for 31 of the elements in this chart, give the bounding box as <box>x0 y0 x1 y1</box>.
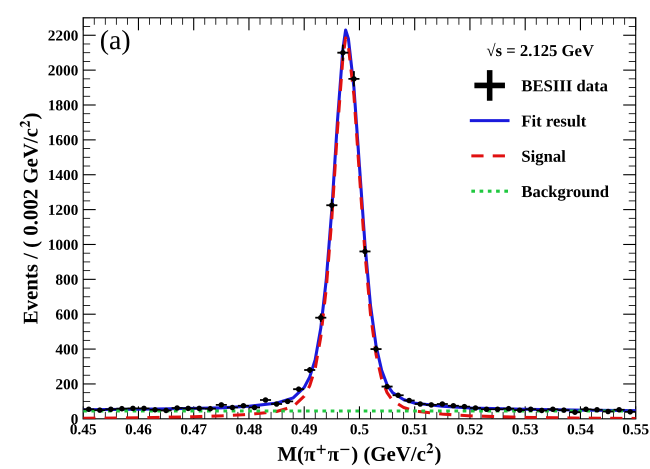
x-tick-label: 0.45 <box>70 424 96 434</box>
y-tick-label: 1000 <box>49 240 78 250</box>
x-tick-label: 0.52 <box>457 424 483 434</box>
y-tick-label: 0 <box>71 414 78 424</box>
legend-label: BESIII data <box>522 80 608 92</box>
x-tick-label: 0.49 <box>291 424 318 434</box>
y-tick-label: 800 <box>56 274 78 285</box>
y-tick-label: 1200 <box>49 204 78 216</box>
x-tick-label: 0.47 <box>180 424 207 434</box>
x-tick-label: 0.46 <box>126 424 152 434</box>
legend-label: Background <box>522 185 609 201</box>
y-tick-label: 1800 <box>49 100 78 110</box>
y-tick-label: 200 <box>56 379 78 390</box>
y-axis-title: Events / ( 0.002 GeV/c$^{2}$) <box>20 113 42 324</box>
y-tick-label: 600 <box>56 309 78 320</box>
y-tick-label: 400 <box>56 344 78 355</box>
x-axis-title: M(π$^{+}$π$^{−}$) (GeV/c$^{2}$) <box>278 443 440 466</box>
x-tick-label: 0.5 <box>350 424 368 434</box>
x-tick-label: 0.53 <box>512 424 538 434</box>
x-tick-label: 0.51 <box>402 424 428 434</box>
legend-title: √s = 2.125 GeV <box>486 42 594 56</box>
x-tick-label: 0.54 <box>568 424 594 434</box>
y-tick-label: 1400 <box>49 170 78 180</box>
legend-label: Fit result <box>522 114 586 127</box>
x-tick-label: 0.55 <box>622 424 649 434</box>
annotation: (a) <box>100 30 130 56</box>
x-tick-label: 0.48 <box>236 424 262 434</box>
y-tick-label: 1600 <box>49 135 78 146</box>
y-tick-label: 2200 <box>48 30 78 41</box>
y-tick-label: 2000 <box>48 65 78 76</box>
legend-label: Signal <box>522 150 566 166</box>
